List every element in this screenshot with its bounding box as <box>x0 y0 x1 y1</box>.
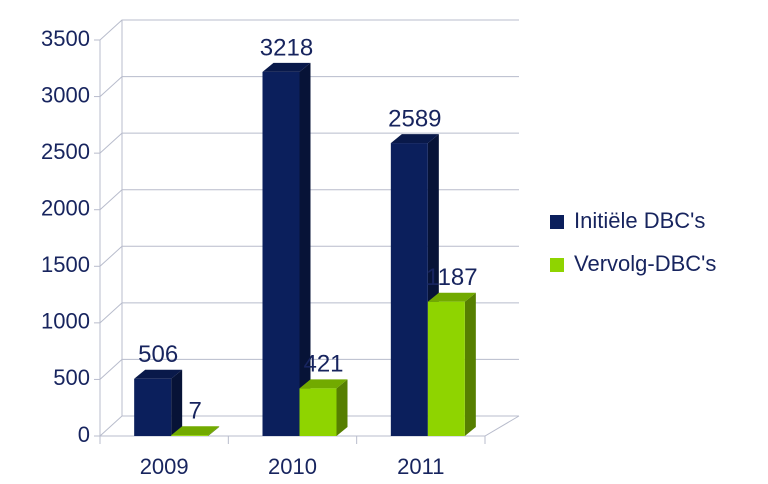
bar-top <box>427 292 476 302</box>
bar-top <box>299 379 348 389</box>
y-tick-label: 0 <box>78 422 90 447</box>
legend-swatch <box>550 215 564 229</box>
bar-side <box>299 62 311 437</box>
grid-line <box>99 189 519 211</box>
data-label: 421 <box>303 351 343 378</box>
grid-line <box>99 358 519 380</box>
bar <box>390 143 428 437</box>
bar-side <box>171 369 183 436</box>
bar-top <box>171 426 220 436</box>
y-tick-label: 2500 <box>41 139 90 164</box>
bar <box>299 388 337 436</box>
y-tick-label: 3000 <box>41 82 90 107</box>
bar-top <box>262 62 311 72</box>
data-label: 3218 <box>260 34 313 61</box>
data-label: 506 <box>138 341 178 368</box>
bar <box>427 301 465 436</box>
y-tick-label: 3500 <box>41 26 90 51</box>
bar-side <box>464 292 476 436</box>
bar-top <box>134 369 183 379</box>
x-tick-label: 2009 <box>140 454 189 479</box>
y-tick-label: 1000 <box>41 309 90 334</box>
bar <box>262 71 300 437</box>
grid-line <box>99 415 519 437</box>
bar-top <box>390 134 439 144</box>
grid-line <box>99 302 519 324</box>
grid-line <box>99 76 519 97</box>
y-tick-label: 500 <box>53 365 90 390</box>
bar <box>171 435 209 436</box>
legend-label: Initiële DBC's <box>574 208 705 233</box>
bar-side <box>208 426 220 436</box>
data-label: 1187 <box>426 264 478 291</box>
x-tick-label: 2011 <box>397 454 444 479</box>
bar <box>134 378 172 436</box>
y-tick-label: 1500 <box>41 252 90 277</box>
data-label: 7 <box>188 398 201 425</box>
legend-swatch <box>550 258 564 272</box>
data-label: 2589 <box>388 105 441 132</box>
legend-label: Vervolg-DBC's <box>574 251 716 276</box>
grid-line <box>99 19 519 41</box>
grid-line <box>99 245 519 267</box>
x-tick-label: 2010 <box>268 454 317 479</box>
grid-line <box>99 132 519 154</box>
y-tick-label: 2000 <box>41 196 90 221</box>
bar-side <box>336 379 348 436</box>
